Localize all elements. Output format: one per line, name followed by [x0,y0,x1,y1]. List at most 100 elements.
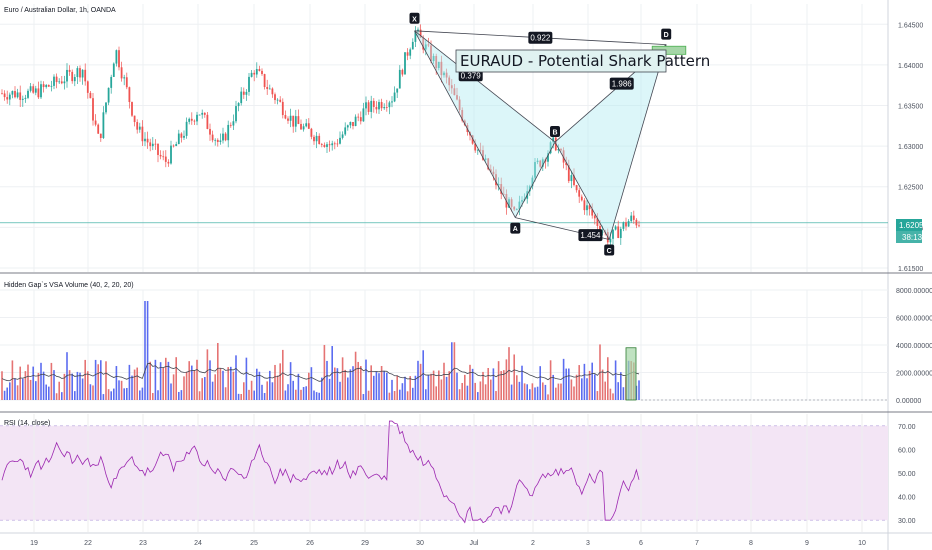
candle-body [461,110,464,121]
volume-bar [445,376,448,400]
ratio-badge[interactable] [528,31,553,44]
candle-body [474,143,477,151]
volume-bar [19,366,21,400]
last-price-text: 1.62056 [899,221,928,230]
annotation-title: EURAUD - Potential Shark Pattern [460,52,710,70]
candle-body [45,84,48,88]
pattern-leg-xa [414,30,516,218]
volume-bar [378,373,380,400]
volume-title: Hidden Gap`s VSA Volume (40, 2, 20, 20) [4,282,134,289]
rsi-tick-label: 70.00 [898,424,916,431]
candle-body [448,77,451,86]
volume-bar [146,301,149,400]
candle-body [500,184,503,194]
rsi-panel[interactable]: 30.00 40.00 50.00 60.00 70.00 RSI (14, close… [0,414,916,532]
candle-body [162,156,165,158]
volume-bar [313,390,315,400]
time-tick-label: 25 [250,540,258,547]
volume-bar [513,354,515,400]
volume-bar [89,384,92,400]
candle-body [27,90,29,98]
volume-tick-label: 4000.00000 [896,343,932,350]
candle-body [141,126,144,142]
candle-body [86,81,89,93]
candle-body [21,98,24,100]
candle-body [552,137,555,143]
volume-bar [201,378,203,400]
volume-panel[interactable]: 0.00000 2000.00000 4000.00000 6000.00000 800… [0,282,932,405]
candle-body [60,81,63,84]
time-tick-label: 8 [749,540,753,547]
volume-bar [256,368,258,400]
volume-bar [68,370,71,400]
candle-body [112,63,115,77]
volume-bar [547,394,549,400]
candle-body [172,145,175,147]
candle-body [131,102,133,116]
candle-body [76,68,79,78]
volume-bar [289,362,292,400]
volume-bar [230,366,232,400]
volume-axis: 0.00000 2000.00000 4000.00000 6000.00000 800… [896,288,932,405]
volume-bar [464,374,466,400]
candle-body [224,133,227,141]
candle-body [180,133,183,138]
volume-bar [380,365,383,400]
volume-bar [596,391,599,400]
time-axis[interactable]: 19 22 23 24 25 26 29 30 Jul 2 3 6 7 8 9 10 [0,532,932,547]
pattern-point-x-marker[interactable] [409,12,420,24]
pattern-point-b-marker[interactable] [550,126,560,138]
volume-bar [131,375,133,400]
volume-bar [370,365,372,400]
volume-bar [349,369,352,400]
volume-bar [139,390,141,400]
ratio-badge[interactable] [609,77,634,90]
candle-body [227,124,230,141]
candle-body [32,86,35,93]
candle-body [50,85,53,87]
candle-body [71,71,74,82]
candle-body [443,72,445,76]
volume-bar [352,366,354,400]
ratio-badge[interactable] [578,229,603,242]
volume-bar [6,387,8,400]
candle-body [300,123,302,130]
volume-bar [409,376,411,400]
candle-body [614,226,617,230]
candle-body [424,44,427,50]
time-tick-label: 29 [361,540,369,547]
candle-body [591,209,594,216]
volume-bar [339,381,341,400]
rsi-title: RSI (14, close) [4,420,50,427]
volume-bar [282,349,284,400]
volume-bar [391,379,393,400]
ratio-label: 1.986 [612,80,633,89]
candle-body [586,205,588,211]
volume-bar [84,359,86,400]
volume-tick-label: 0.00000 [896,398,921,405]
time-tick-label: 24 [194,540,202,547]
volume-bar [617,382,619,400]
candle-body [138,126,141,130]
volume-bar [536,386,539,400]
candle-body [547,153,549,162]
pattern-point-a-marker[interactable] [510,222,521,234]
volume-bar [27,364,29,400]
candle-body [242,91,245,95]
candle-body [37,88,40,98]
volume-bar [243,382,245,400]
volume-bar [336,368,339,400]
pattern-point-d-marker[interactable] [661,28,672,40]
volume-bar [1,371,3,400]
annotation-box[interactable] [455,49,667,73]
ratio-label: 1.454 [580,231,601,240]
volume-bar [568,368,570,400]
rsi-band-fill [0,425,888,521]
volume-bar [440,379,443,400]
candle-body [541,159,544,167]
shark-pattern[interactable]: X A B C D 0.379 1.454 1.986 0.922 EURAUD - Potent… [409,12,711,256]
pattern-point-c-marker[interactable] [604,244,615,256]
candle-body [214,139,217,141]
